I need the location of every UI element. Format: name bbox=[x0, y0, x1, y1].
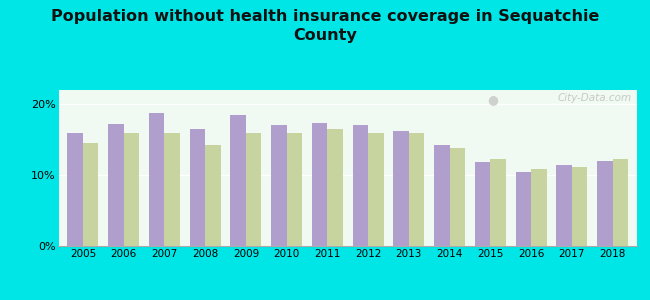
Bar bbox=[68, 133, 83, 246]
Bar bbox=[246, 133, 261, 246]
Legend: Sequatchie County, Tennessee average: Sequatchie County, Tennessee average bbox=[201, 296, 495, 300]
Bar bbox=[287, 133, 302, 246]
Text: City-Data.com: City-Data.com bbox=[557, 93, 631, 103]
Bar bbox=[353, 125, 368, 246]
Bar bbox=[190, 129, 205, 246]
Text: ●: ● bbox=[488, 93, 498, 106]
Bar bbox=[124, 133, 139, 246]
Bar bbox=[434, 145, 450, 246]
Bar bbox=[368, 133, 384, 246]
Bar bbox=[450, 148, 465, 246]
Bar bbox=[312, 123, 328, 246]
Bar bbox=[475, 162, 490, 246]
Bar bbox=[597, 161, 612, 246]
Bar bbox=[328, 129, 343, 246]
Bar bbox=[556, 165, 572, 246]
Text: Population without health insurance coverage in Sequatchie
County: Population without health insurance cove… bbox=[51, 9, 599, 43]
Bar bbox=[205, 145, 220, 246]
Bar bbox=[572, 167, 588, 246]
Bar bbox=[490, 160, 506, 246]
Bar bbox=[108, 124, 124, 246]
Bar bbox=[612, 159, 628, 246]
Bar bbox=[149, 113, 164, 246]
Bar bbox=[164, 133, 180, 246]
Bar bbox=[409, 133, 424, 246]
Bar bbox=[531, 169, 547, 246]
Bar bbox=[515, 172, 531, 246]
Bar bbox=[271, 125, 287, 246]
Bar bbox=[230, 115, 246, 246]
Bar bbox=[83, 143, 98, 246]
Bar bbox=[393, 131, 409, 246]
